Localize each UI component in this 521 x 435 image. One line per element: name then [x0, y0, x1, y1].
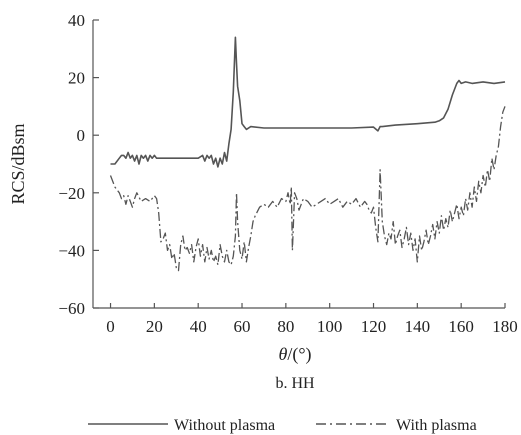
plot-frame: [92, 20, 505, 309]
x-tick-label: 140: [405, 317, 431, 336]
x-tick-label: 80: [277, 317, 294, 336]
y-tick-label: 40: [68, 11, 85, 30]
x-tick-label: 120: [361, 317, 387, 336]
series-line-without-plasma: [110, 36, 506, 168]
y-tick-label: 0: [77, 126, 86, 145]
legend-label-with-plasma: With plasma: [396, 417, 477, 434]
x-tick-label: 0: [106, 317, 115, 336]
x-axis-label: θ/(°): [278, 344, 311, 365]
y-tick-label: −40: [58, 241, 85, 260]
legend-label-without-plasma: Without plasma: [174, 417, 275, 434]
x-tick-label: 20: [146, 317, 163, 336]
series-line-with-plasma: [109, 106, 506, 272]
series-layer: [109, 36, 506, 272]
y-tick-label: −20: [58, 184, 85, 203]
x-tick-label: 100: [317, 317, 343, 336]
x-tick-label: 60: [234, 317, 251, 336]
y-ticks: −60 −40 −20 0 20 40: [58, 11, 99, 318]
x-tick-label: 180: [492, 317, 518, 336]
legend: Without plasma With plasma: [88, 417, 477, 434]
caption: b. HH: [275, 375, 315, 392]
y-tick-label: 20: [68, 69, 85, 88]
y-tick-label: −60: [58, 299, 85, 318]
x-tick-label: 40: [190, 317, 207, 336]
x-axis-unit: /(°): [287, 344, 311, 365]
y-axis-label: RCS/dBsm: [8, 123, 28, 204]
x-axis-variable: θ: [278, 344, 287, 364]
x-ticks: 0 20 40 60 80 100 120 140 160 180: [106, 303, 518, 336]
x-tick-label: 160: [448, 317, 474, 336]
